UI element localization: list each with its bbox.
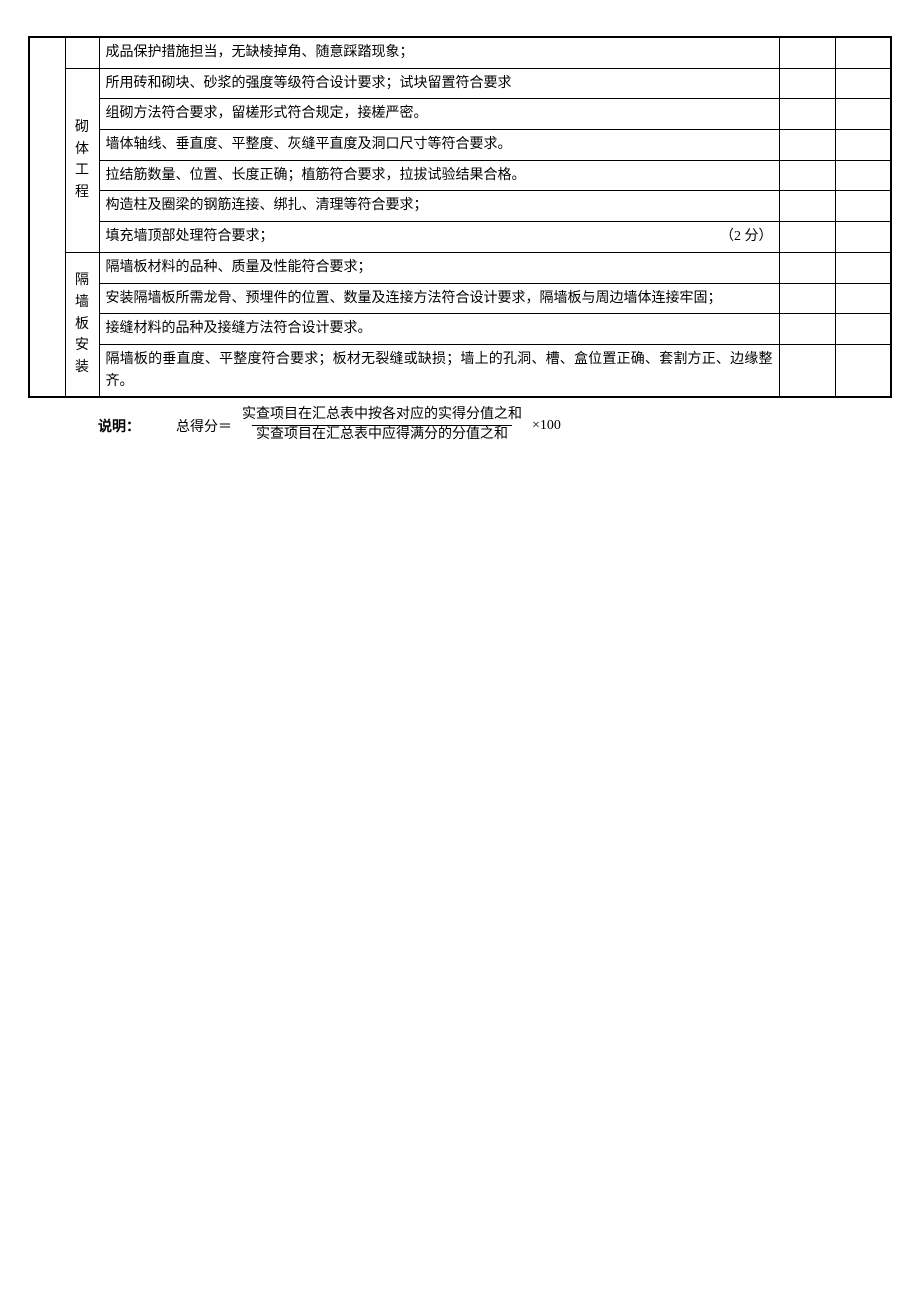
desc-cell: 隔墙板的垂直度、平整度符合要求；板材无裂缝或缺损；墙上的孔洞、槽、盒位置正确、套… [99, 344, 779, 397]
table-row: 拉结筋数量、位置、长度正确；植筋符合要求，拉拔试验结果合格。 [29, 160, 891, 191]
table-row: 构造柱及圈梁的钢筋连接、绑扎、清理等符合要求； [29, 191, 891, 222]
score-col-2 [835, 160, 891, 191]
formula-fraction: 实查项目在汇总表中按各对应的实得分值之和 实查项目在汇总表中应得满分的分值之和 [238, 406, 526, 445]
score-col-2 [835, 283, 891, 314]
table-row: 隔墙板的垂直度、平整度符合要求；板材无裂缝或缺损；墙上的孔洞、槽、盒位置正确、套… [29, 344, 891, 397]
table-row: 接缝材料的品种及接缝方法符合设计要求。 [29, 314, 891, 345]
formula-suffix: ×100 [532, 418, 561, 434]
score-col-2 [835, 37, 891, 68]
score-col-1 [779, 37, 835, 68]
category-label: 砌体工程 [75, 120, 89, 200]
table-row: 隔墙板安装 隔墙板材料的品种、质量及性能符合要求； [29, 252, 891, 283]
score-col-2 [835, 222, 891, 253]
category-label: 隔墙板安装 [75, 273, 89, 375]
table-row: 填充墙顶部处理符合要求； （2 分） [29, 222, 891, 253]
col-a-blank [29, 37, 65, 397]
desc-cell: 墙体轴线、垂直度、平整度、灰缝平直度及洞口尺寸等符合要求。 [99, 130, 779, 161]
score-col-1 [779, 160, 835, 191]
table-row: 安装隔墙板所需龙骨、预埋件的位置、数量及连接方法符合设计要求，隔墙板与周边墙体连… [29, 283, 891, 314]
desc-text: 墙体轴线、垂直度、平整度、灰缝平直度及洞口尺寸等符合要求。 [106, 137, 512, 152]
desc-cell: 组砌方法符合要求，留槎形式符合规定，接槎严密。 [99, 99, 779, 130]
category-cell-partition: 隔墙板安装 [65, 252, 99, 397]
desc-text: 组砌方法符合要求，留槎形式符合规定，接槎严密。 [106, 106, 428, 121]
desc-cell: 填充墙顶部处理符合要求； （2 分） [99, 222, 779, 253]
score-col-2 [835, 314, 891, 345]
score-col-1 [779, 314, 835, 345]
desc-cell: 拉结筋数量、位置、长度正确；植筋符合要求，拉拔试验结果合格。 [99, 160, 779, 191]
table-row: 墙体轴线、垂直度、平整度、灰缝平直度及洞口尺寸等符合要求。 [29, 130, 891, 161]
score-col-1 [779, 130, 835, 161]
score-col-2 [835, 252, 891, 283]
score-col-2 [835, 99, 891, 130]
table-row: 砌体工程 所用砖和砌块、砂浆的强度等级符合设计要求；试块留置符合要求 [29, 68, 891, 99]
score-col-1 [779, 99, 835, 130]
score-col-2 [835, 191, 891, 222]
desc-text: 接缝材料的品种及接缝方法符合设计要求。 [106, 321, 372, 336]
desc-text: 所用砖和砌块、砂浆的强度等级符合设计要求；试块留置符合要求 [106, 76, 512, 91]
desc-text: 填充墙顶部处理符合要求； [106, 229, 274, 244]
desc-cell: 所用砖和砌块、砂浆的强度等级符合设计要求；试块留置符合要求 [99, 68, 779, 99]
desc-text: 构造柱及圈梁的钢筋连接、绑扎、清理等符合要求； [106, 198, 428, 213]
explanation-row: 说明： 总得分＝ 实查项目在汇总表中按各对应的实得分值之和 实查项目在汇总表中应… [28, 406, 892, 445]
desc-cell: 安装隔墙板所需龙骨、预埋件的位置、数量及连接方法符合设计要求，隔墙板与周边墙体连… [99, 283, 779, 314]
formula-numerator: 实查项目在汇总表中按各对应的实得分值之和 [238, 406, 526, 425]
desc-cell: 构造柱及圈梁的钢筋连接、绑扎、清理等符合要求； [99, 191, 779, 222]
explanation-label: 说明： [98, 416, 140, 436]
desc-text: 拉结筋数量、位置、长度正确；植筋符合要求，拉拔试验结果合格。 [106, 168, 526, 183]
desc-text: 安装隔墙板所需龙骨、预埋件的位置、数量及连接方法符合设计要求，隔墙板与周边墙体连… [106, 291, 722, 306]
score-col-1 [779, 222, 835, 253]
score-col-1 [779, 68, 835, 99]
inspection-table: 成品保护措施担当，无缺棱掉角、随意踩踏现象； 砌体工程 所用砖和砌块、砂浆的强度… [28, 36, 892, 398]
score-col-1 [779, 344, 835, 397]
desc-cell: 成品保护措施担当，无缺棱掉角、随意踩踏现象； [99, 37, 779, 68]
table-row: 成品保护措施担当，无缺棱掉角、随意踩踏现象； [29, 37, 891, 68]
score-col-2 [835, 130, 891, 161]
desc-text: 隔墙板材料的品种、质量及性能符合要求； [106, 260, 372, 275]
score-col-2 [835, 344, 891, 397]
formula-prefix: 总得分＝ [176, 416, 232, 436]
score-note: （2 分） [720, 226, 773, 248]
desc-cell: 隔墙板材料的品种、质量及性能符合要求； [99, 252, 779, 283]
formula-denominator: 实查项目在汇总表中应得满分的分值之和 [252, 425, 512, 445]
table-row: 组砌方法符合要求，留槎形式符合规定，接槎严密。 [29, 99, 891, 130]
score-col-1 [779, 283, 835, 314]
desc-text: 成品保护措施担当，无缺棱掉角、随意踩踏现象； [106, 45, 414, 60]
formula: 总得分＝ 实查项目在汇总表中按各对应的实得分值之和 实查项目在汇总表中应得满分的… [176, 406, 561, 445]
score-col-1 [779, 252, 835, 283]
desc-cell: 接缝材料的品种及接缝方法符合设计要求。 [99, 314, 779, 345]
desc-text: 隔墙板的垂直度、平整度符合要求；板材无裂缝或缺损；墙上的孔洞、槽、盒位置正确、套… [106, 352, 773, 389]
category-cell [65, 37, 99, 68]
category-cell-masonry: 砌体工程 [65, 68, 99, 252]
score-col-2 [835, 68, 891, 99]
score-col-1 [779, 191, 835, 222]
